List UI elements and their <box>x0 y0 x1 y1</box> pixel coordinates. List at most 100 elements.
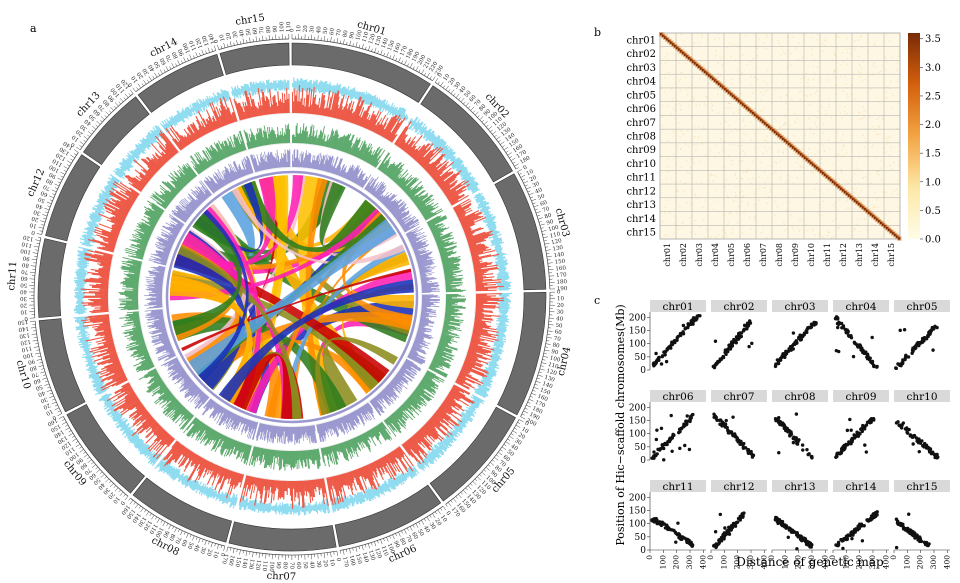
heatmap-noise <box>731 99 733 101</box>
tick-label: 120 <box>373 547 382 559</box>
tick-mark <box>83 139 86 143</box>
ideogram-chr05 <box>429 406 516 502</box>
data-point <box>686 323 691 328</box>
facet-label-chr07: chr07 <box>723 391 754 403</box>
tick-label: 30 <box>513 438 523 447</box>
tick-label: 150 <box>125 508 136 520</box>
heatmap-noise <box>713 208 715 210</box>
heatmap-noise <box>877 170 879 172</box>
tick-mark <box>479 116 484 121</box>
tick-mark <box>192 535 195 541</box>
data-point <box>916 340 920 345</box>
heatmap-noise <box>680 71 682 74</box>
tick-mark <box>99 471 103 474</box>
data-point <box>908 433 913 437</box>
heatmap-noise <box>693 162 695 164</box>
heatmap-noise <box>798 42 800 44</box>
heatmap-noise <box>764 139 766 141</box>
heatmap-diagonal <box>898 237 901 240</box>
tick-mark <box>407 63 409 67</box>
facet-header <box>650 480 706 492</box>
heatmap-noise <box>667 105 669 107</box>
data-point <box>714 542 718 546</box>
heatmap-noise <box>728 102 730 105</box>
tick-label: 150 <box>354 553 363 565</box>
tick-label: 10 <box>71 133 81 142</box>
track-3-chr04 <box>428 293 466 378</box>
synteny-link <box>172 213 242 336</box>
synteny-link <box>181 268 412 352</box>
heatmap-noise <box>780 177 782 180</box>
heatmap-noise <box>727 196 729 199</box>
heatmap-noise <box>756 79 759 81</box>
heatmap-noise <box>885 61 887 63</box>
heatmap-noise <box>805 224 807 226</box>
tick-mark <box>165 66 169 71</box>
track-baseline <box>162 167 422 427</box>
heatmap-noise <box>878 125 880 127</box>
tick-mark <box>510 157 516 161</box>
tick-mark <box>49 195 54 199</box>
track-4-chr07 <box>255 422 317 445</box>
tick-mark <box>119 97 124 103</box>
tick-mark <box>429 76 432 80</box>
heatmap-noise <box>730 78 732 81</box>
tick-label: 100 <box>182 41 192 53</box>
heatmap-noise <box>752 57 754 60</box>
data-point <box>721 535 725 539</box>
tick-label: 10 <box>443 73 452 83</box>
heatmap-noise <box>741 144 743 147</box>
heatmap-noise <box>764 115 766 117</box>
facet-header <box>711 390 767 402</box>
x-tick-label: 100 <box>780 555 789 570</box>
data-point <box>661 446 666 451</box>
heatmap-noise <box>841 172 843 174</box>
data-point <box>834 348 839 353</box>
heatmap-noise <box>792 228 794 230</box>
tick-label: 50 <box>506 449 516 458</box>
heatmap-noise <box>817 34 819 36</box>
heatmap-noise <box>787 139 789 141</box>
heatmap-noise <box>865 154 867 157</box>
panel-label-b: b <box>594 26 601 39</box>
tick-mark <box>537 374 543 377</box>
heatmap-noise <box>732 143 734 145</box>
heatmap-noise <box>807 79 809 81</box>
heatmap-noise <box>661 116 664 118</box>
ideogram-chr06 <box>334 484 442 547</box>
tick-mark <box>44 207 50 211</box>
data-point <box>713 363 718 367</box>
heatmap-noise <box>724 128 726 131</box>
heatmap-noise <box>876 118 878 120</box>
heatmap-noise <box>721 149 724 151</box>
heatmap-noise <box>796 162 798 164</box>
tick-mark <box>65 427 70 431</box>
data-point <box>860 539 865 543</box>
heatmap-noise <box>836 47 839 49</box>
tick-mark <box>401 530 403 534</box>
tick-label: 90 <box>48 171 57 180</box>
heatmap-noise <box>845 83 847 85</box>
tick-mark <box>389 535 391 539</box>
tick-mark <box>44 383 50 386</box>
heatmap-noise <box>807 118 809 120</box>
tick-mark <box>129 500 134 505</box>
heatmap-noise <box>878 126 880 128</box>
heatmap-noise <box>674 195 676 198</box>
heatmap-row-label: chr14 <box>626 214 656 225</box>
data-point <box>730 343 735 348</box>
tick-label: 0 <box>524 421 530 428</box>
heatmap-noise <box>722 236 724 238</box>
tick-mark <box>123 493 126 497</box>
heatmap-noise <box>899 148 901 151</box>
heatmap-noise <box>828 106 830 108</box>
tick-label: 130 <box>500 127 512 138</box>
tick-label: 180 <box>556 279 567 286</box>
tick-mark <box>38 226 44 229</box>
heatmap-noise <box>735 186 737 188</box>
facet-header <box>711 480 767 492</box>
heatmap-row-label: chr13 <box>626 200 656 211</box>
heatmap-noise <box>897 193 899 195</box>
tick-mark <box>149 513 152 516</box>
heatmap-noise <box>780 134 783 136</box>
